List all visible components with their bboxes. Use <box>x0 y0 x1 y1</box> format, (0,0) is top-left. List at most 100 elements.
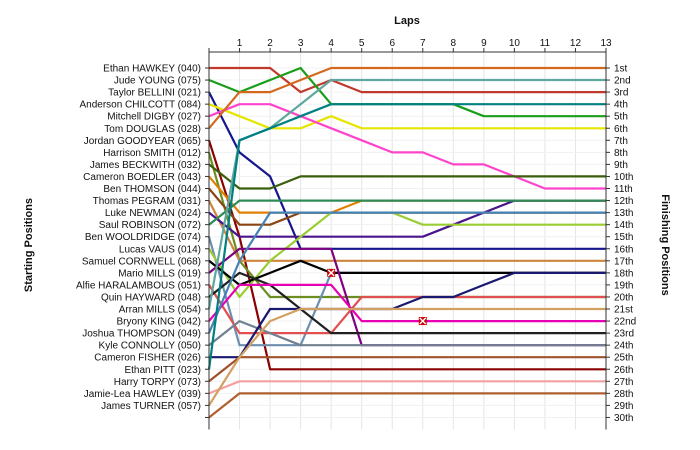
y-axis-title-right: Finishing Positions <box>659 194 671 295</box>
series-line <box>208 356 606 383</box>
series-line <box>207 211 606 334</box>
retirement-markers <box>327 268 427 326</box>
starting-position-label: Ben THOMSON (044) <box>103 184 201 195</box>
starting-position-label: Harry TORPY (073) <box>114 377 201 388</box>
starting-position-label: Saul ROBINSON (072) <box>99 220 201 231</box>
lap-tick-label: 13 <box>600 38 612 49</box>
finishing-position-label: 25th <box>614 353 633 364</box>
lap-tick-label: 1 <box>237 38 243 49</box>
starting-position-label: James TURNER (057) <box>101 401 201 412</box>
finishing-position-label: 11th <box>614 184 633 195</box>
starting-position-label: Tom DOUGLAS (028) <box>104 124 201 135</box>
starting-position-label: Ethan HAWKEY (040) <box>103 64 201 75</box>
series-line <box>207 103 606 370</box>
series-line <box>208 211 606 299</box>
lap-tick-label: 12 <box>570 38 582 49</box>
lap-tick-label: 10 <box>509 38 521 49</box>
finishing-position-label: 9th <box>614 160 628 171</box>
finishing-position-label: 6th <box>614 124 628 135</box>
retirement-cross-icon <box>419 317 427 325</box>
starting-position-label: Lucas VAUS (014) <box>119 244 201 255</box>
starting-position-label: Arran MILLS (054) <box>119 305 201 316</box>
lap-tick-label: 9 <box>481 38 487 49</box>
series-line <box>208 103 606 190</box>
finishing-position-label: 23rd <box>614 329 634 340</box>
series-line <box>208 200 606 262</box>
series-line <box>208 175 606 214</box>
finishing-position-label: 22nd <box>614 317 636 328</box>
series-line <box>208 380 606 395</box>
starting-position-label: Ben WOOLDRIDGE (074) <box>85 232 201 243</box>
y-axis-title-left: Starting Positions <box>23 198 35 292</box>
lap-tick-label: 3 <box>298 38 304 49</box>
starting-position-label: Alfie HARALAMBOUS (051) <box>76 280 201 291</box>
grid <box>209 52 607 430</box>
series-line <box>208 66 606 130</box>
starting-position-label: Luke NEWMAN (024) <box>105 208 201 219</box>
starting-position-label: Joshua THOMPSON (049) <box>82 329 201 340</box>
finishing-position-label: 21st <box>614 305 633 316</box>
finishing-position-label: 3rd <box>614 88 628 99</box>
starting-position-label: Thomas PEGRAM (031) <box>93 196 201 207</box>
starting-position-label: Taylor BELLINI (021) <box>108 88 201 99</box>
series-lines <box>207 66 606 419</box>
starting-position-label: Samuel CORNWELL (068) <box>82 256 201 267</box>
series-line <box>208 199 606 226</box>
series-line <box>208 283 606 323</box>
finishing-position-label: 13th <box>614 208 633 219</box>
series-line <box>208 392 606 419</box>
series-line <box>209 271 606 359</box>
series-line <box>208 163 606 190</box>
finishing-position-label: 17th <box>614 256 633 267</box>
series-line <box>208 307 606 406</box>
finishing-position-label: 12th <box>614 196 633 207</box>
starting-position-label: Bryony KING (042) <box>117 317 201 328</box>
starting-position-label: Harrison SMITH (012) <box>103 148 201 159</box>
starting-position-label: Jordan GOODYEAR (065) <box>84 136 201 147</box>
axes <box>205 48 610 430</box>
lap-tick-label: 8 <box>451 38 457 49</box>
series-line <box>208 284 606 335</box>
series-line <box>207 139 606 371</box>
finishing-position-label: 5th <box>614 112 628 123</box>
series-line <box>208 103 606 130</box>
series-line <box>207 78 606 310</box>
series-line <box>209 66 606 94</box>
lap-tick-label: 11 <box>540 38 551 49</box>
starting-position-label: Mitchell DIGBY (027) <box>107 112 201 123</box>
finishing-position-label: 15th <box>614 232 633 243</box>
finishing-position-label: 18th <box>614 268 633 279</box>
finishing-position-label: 16th <box>614 244 633 255</box>
starting-position-label: Cameron FISHER (026) <box>94 353 201 364</box>
finishing-position-label: 27th <box>614 377 633 388</box>
finishing-position-label: 8th <box>614 148 628 159</box>
starting-position-label: Mario MILLS (019) <box>118 268 201 279</box>
series-line <box>208 271 606 335</box>
starting-position-label: Kyle CONNOLLY (050) <box>99 341 201 352</box>
finishing-position-label: 1st <box>614 64 628 75</box>
lap-tick-label: 7 <box>420 38 426 49</box>
retirement-cross-icon <box>327 269 335 277</box>
starting-position-label: James BECKWITH (032) <box>90 160 201 171</box>
starting-position-label: Ethan PITT (023) <box>124 365 201 376</box>
starting-position-label: Anderson CHILCOTT (084) <box>79 100 201 111</box>
starting-position-label: Cameron BOEDLER (043) <box>83 172 201 183</box>
series-line <box>208 91 606 250</box>
finishing-position-label: 24th <box>614 341 633 352</box>
series-line <box>208 320 606 347</box>
finishing-position-label: 14th <box>614 220 633 231</box>
finishing-position-label: 7th <box>614 136 628 147</box>
lap-tick-label: 5 <box>359 38 365 49</box>
starting-position-label: Quin HAYWARD (048) <box>101 292 201 303</box>
finishing-position-label: 29th <box>614 401 633 412</box>
finishing-position-label: 2nd <box>614 76 631 87</box>
starting-position-label: Jamie-Lea HAWLEY (039) <box>84 389 201 400</box>
finishing-position-label: 19th <box>614 280 633 291</box>
finishing-position-label: 4th <box>614 100 628 111</box>
x-axis-title: Laps <box>394 15 420 27</box>
finishing-position-label: 30th <box>614 413 633 424</box>
series-line <box>207 236 606 347</box>
finishing-position-label: 20th <box>614 292 633 303</box>
